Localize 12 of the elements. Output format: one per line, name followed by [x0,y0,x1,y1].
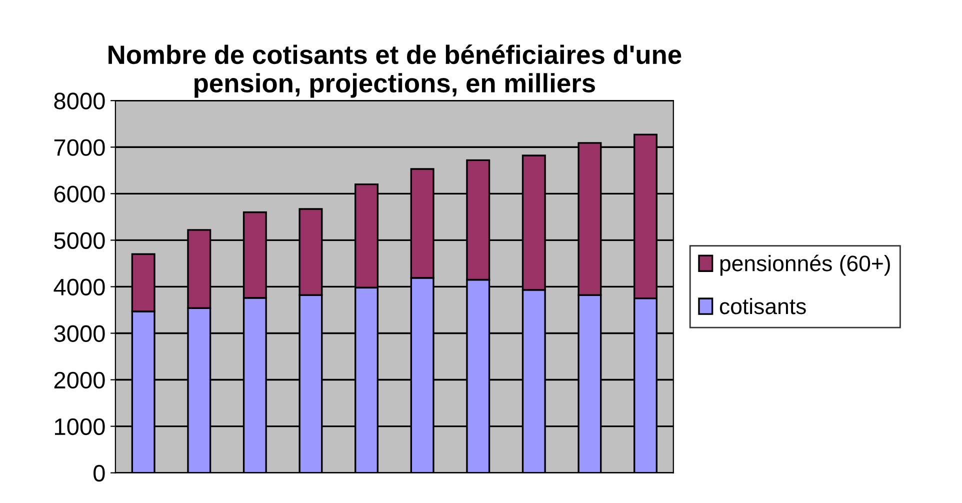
chart-title: Nombre de cotisants et de bénéficiaires d'une pension, projections, en milliers [108,44,682,98]
legend-label: pensionnés (60+) [720,254,890,276]
y-tick-label: 5000 [54,232,105,249]
y-tick-label: 7000 [54,139,105,156]
y-tick-label: 8000 [54,92,105,110]
y-tick-label: 6000 [54,186,105,202]
y-tick-label: 0 [94,464,105,482]
legend-label: cotisants [720,298,806,314]
y-tick-label: 2000 [54,372,105,389]
y-tick-label: 3000 [54,325,105,342]
y-tick-label: 1000 [55,418,105,436]
y-tick-label: 4000 [54,278,105,296]
